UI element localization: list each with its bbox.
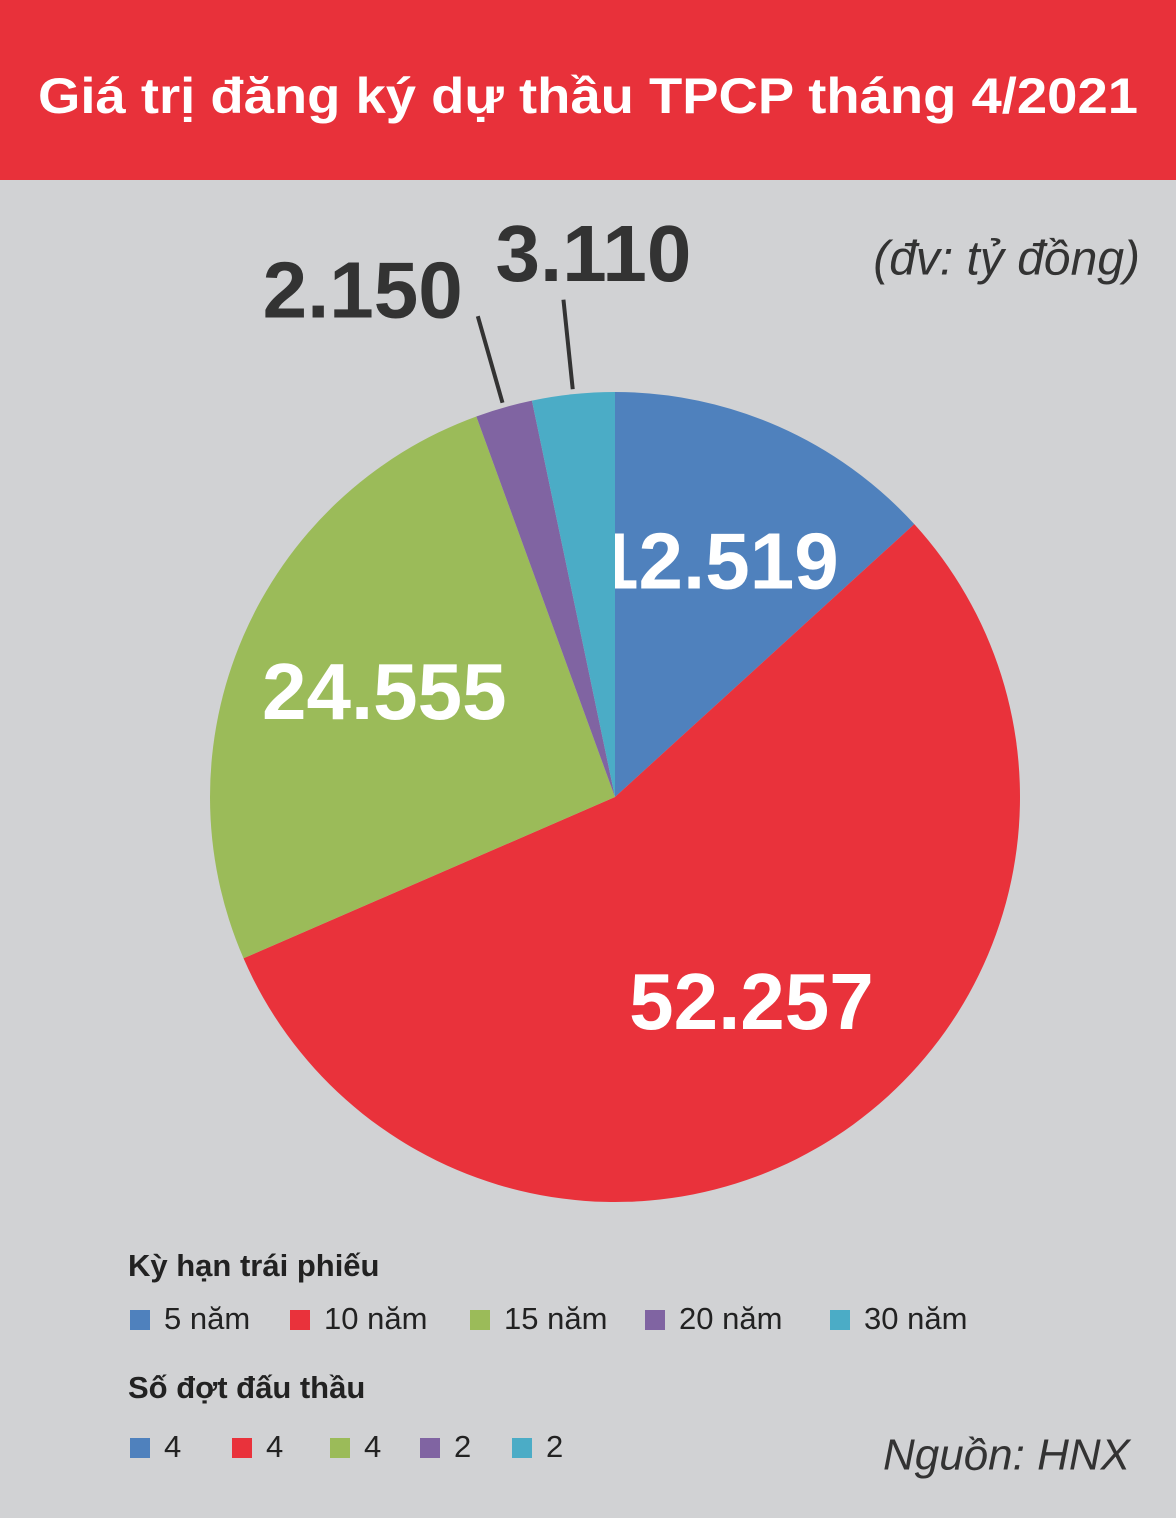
slice-label: 3.110	[496, 209, 692, 298]
rounds-swatch	[512, 1438, 532, 1458]
unit-note: (đv: tỷ đồng)	[873, 233, 1140, 286]
pie-slice	[531, 392, 615, 797]
rounds-value: 4	[164, 1429, 181, 1464]
leader-line	[561, 299, 575, 390]
slice-label: 12.519	[594, 516, 839, 605]
legend-swatch	[130, 1310, 150, 1330]
slice-label: 2.150	[263, 245, 463, 334]
rounds-value: 2	[454, 1429, 471, 1464]
slice-label: 52.257	[629, 957, 874, 1046]
legend-swatch	[290, 1310, 310, 1330]
rounds-swatch	[232, 1438, 252, 1458]
legend-label: 20 năm	[679, 1301, 782, 1336]
legend-swatch	[830, 1310, 850, 1330]
rounds-value: 4	[266, 1429, 283, 1464]
source: Nguồn: HNX	[883, 1431, 1132, 1480]
chart-title: Giá trị đăng ký dự thầu TPCP tháng 4/202…	[38, 68, 1138, 124]
rounds-value: 2	[546, 1429, 563, 1464]
legend-swatch	[645, 1310, 665, 1330]
rounds-value: 4	[364, 1429, 381, 1464]
legend-title: Kỳ hạn trái phiếu	[128, 1248, 379, 1283]
rounds-swatch	[330, 1438, 350, 1458]
header	[0, 0, 1176, 180]
slice-label: 24.555	[262, 647, 507, 736]
leader-line	[475, 315, 505, 404]
pie-slice	[243, 524, 1020, 1202]
pie-slice	[476, 400, 615, 797]
rounds-title: Số đợt đấu thầu	[128, 1370, 365, 1405]
rounds-swatch	[420, 1438, 440, 1458]
pie-slice	[209, 416, 615, 959]
pie-slice	[615, 392, 915, 797]
legend-label: 10 năm	[324, 1301, 427, 1336]
legend-label: 5 năm	[164, 1301, 250, 1336]
legend-label: 15 năm	[504, 1301, 607, 1336]
legend-label: 30 năm	[864, 1301, 967, 1336]
legend-swatch	[470, 1310, 490, 1330]
rounds-swatch	[130, 1438, 150, 1458]
